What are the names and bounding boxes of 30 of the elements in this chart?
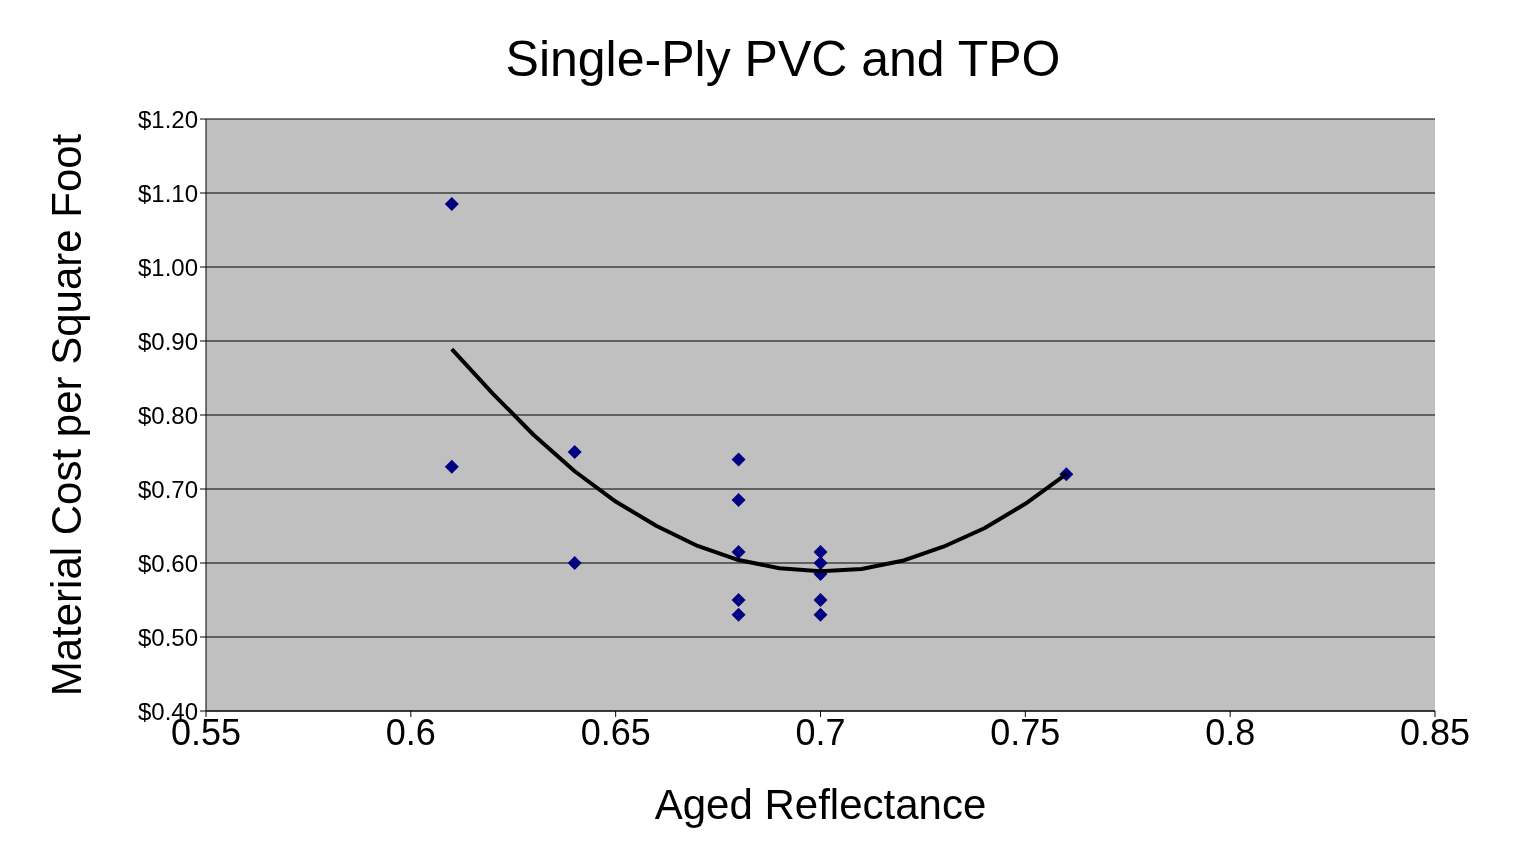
x-tick-label: 0.7 (795, 711, 846, 753)
y-tick-label: $0.60 (137, 549, 198, 577)
y-tick-label: $1.10 (137, 179, 198, 207)
point (813, 544, 828, 559)
y-tick-label: $0.70 (137, 475, 198, 503)
x-tick-label: 0.8 (1205, 711, 1256, 753)
point (567, 445, 582, 459)
y-axis-title: Material Cost per Square Foot (42, 133, 90, 697)
x-tick-label: 0.75 (990, 711, 1061, 753)
point (731, 593, 746, 607)
point (731, 544, 746, 559)
x-axis-title: Aged Reflectance (654, 781, 987, 828)
point (813, 593, 828, 607)
y-tick-label: $0.90 (137, 327, 198, 355)
point (731, 493, 746, 508)
x-tick-label: 0.6 (385, 711, 436, 753)
x-tick-label: 0.65 (580, 711, 651, 753)
y-tick-label: $0.50 (137, 623, 198, 651)
point (731, 607, 746, 622)
point (813, 607, 828, 622)
point (444, 459, 459, 474)
y-tick-label: $1.00 (137, 253, 198, 281)
point (813, 556, 828, 570)
point (567, 556, 582, 570)
point (444, 197, 459, 212)
point (731, 452, 746, 467)
y-tick-label: $0.80 (137, 401, 198, 429)
x-tick-label: 0.85 (1399, 711, 1471, 753)
y-tick-label: $1.20 (137, 105, 198, 133)
chart-title: Single-Ply PVC and TPO (504, 30, 1062, 88)
